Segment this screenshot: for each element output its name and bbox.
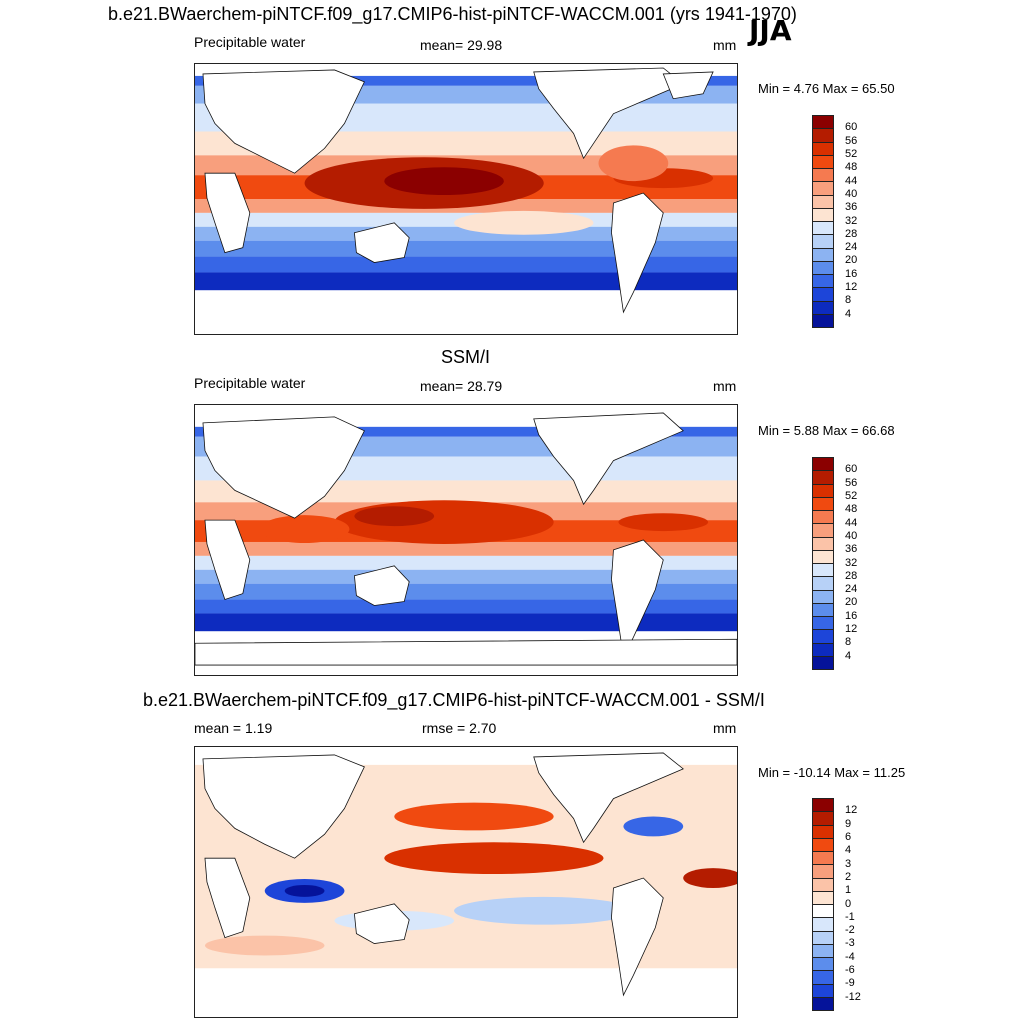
panel-2-minmax: Min = 5.88 Max = 66.68 xyxy=(758,423,895,438)
colorbar-tick-label: 40 xyxy=(845,529,858,542)
colorbar-tick-label: 8 xyxy=(845,294,852,307)
colorbar-tick-label: 4 xyxy=(845,307,852,320)
colorbar-tick-label: -6 xyxy=(845,964,855,977)
panel-3-map-field xyxy=(195,747,737,1017)
colorbar-tick-label: 4 xyxy=(845,649,852,662)
colorbar-tick-label: 12 xyxy=(845,281,858,294)
colorbar-tick-label: 40 xyxy=(845,187,858,200)
season-label: JJA xyxy=(749,14,792,47)
panel-3-minmax: Min = -10.14 Max = 11.25 xyxy=(758,765,906,780)
colorbar-tick-label: -2 xyxy=(845,924,855,937)
panel-1-minmax: Min = 4.76 Max = 65.50 xyxy=(758,81,895,96)
colorbar-tick-label: 52 xyxy=(845,489,858,502)
colorbar-tick-label: -4 xyxy=(845,950,855,963)
colorbar-tick-label: 36 xyxy=(845,201,858,214)
panel-2-mean-label: mean= 28.79 xyxy=(420,378,503,394)
colorbar-tick-label: 60 xyxy=(845,463,858,476)
colorbar-tick-label: 36 xyxy=(845,543,858,556)
colorbar-tick-label: 9 xyxy=(845,817,852,830)
colorbar-tick-label: 1 xyxy=(845,884,852,897)
colorbar-tick-label: 3 xyxy=(845,857,852,870)
panel-1-units: mm xyxy=(713,37,737,53)
colorbar-tick-label: 28 xyxy=(845,227,858,240)
panel-1-title: b.e21.BWaerchem-piNTCF.f09_g17.CMIP6-his… xyxy=(108,4,797,24)
colorbar-tick-label: 2 xyxy=(845,870,852,883)
panel-1-variable-label: Precipitable water xyxy=(194,34,306,50)
panel-2-colorbar xyxy=(812,457,834,670)
panel-1-map xyxy=(194,63,738,335)
colorbar-tick-label: 12 xyxy=(845,804,858,817)
panel-3-map xyxy=(194,746,738,1018)
colorbar-tick-label: 0 xyxy=(845,897,852,910)
colorbar-tick-label: 48 xyxy=(845,161,858,174)
colorbar-swatch xyxy=(813,116,833,130)
colorbar-tick-label: 60 xyxy=(845,121,858,134)
colorbar-tick-label: 4 xyxy=(845,844,852,857)
panel-3-mean-label: mean = 1.19 xyxy=(194,720,273,736)
colorbar-tick-label: 12 xyxy=(845,623,858,636)
colorbar-tick-label: 56 xyxy=(845,476,858,489)
colorbar-tick-label: -1 xyxy=(845,910,855,923)
colorbar-tick-label: 32 xyxy=(845,556,858,569)
panel-2-units: mm xyxy=(713,378,737,394)
panel-2-map-field xyxy=(195,405,737,675)
colorbar-tick-label: 24 xyxy=(845,583,858,596)
colorbar-tick-label: 20 xyxy=(845,596,858,609)
colorbar-tick-label: 32 xyxy=(845,214,858,227)
panel-1-colorbar xyxy=(812,115,834,328)
panel-3-title: b.e21.BWaerchem-piNTCF.f09_g17.CMIP6-his… xyxy=(143,690,765,710)
panel-2-variable-label: Precipitable water xyxy=(194,375,306,391)
colorbar-tick-label: 16 xyxy=(845,267,858,280)
colorbar-tick-label: 20 xyxy=(845,254,858,267)
panel-2-title: SSM/I xyxy=(441,347,491,367)
panel-3-rmse-label: rmse = 2.70 xyxy=(422,720,497,736)
panel-1-mean-label: mean= 29.98 xyxy=(420,37,503,53)
panel-1-map-field xyxy=(195,64,737,334)
colorbar-tick-label: -12 xyxy=(845,990,861,1003)
panel-3-units: mm xyxy=(713,720,737,736)
colorbar-tick-label: 6 xyxy=(845,830,852,843)
colorbar-tick-label: 56 xyxy=(845,134,858,147)
colorbar-tick-label: 52 xyxy=(845,147,858,160)
colorbar-tick-label: 44 xyxy=(845,516,858,529)
colorbar-tick-label: 8 xyxy=(845,636,852,649)
colorbar-tick-label: -9 xyxy=(845,977,855,990)
panel-2-map xyxy=(194,404,738,676)
colorbar-tick-label: -3 xyxy=(845,937,855,950)
panel-3-colorbar xyxy=(812,798,834,1011)
colorbar-tick-label: 48 xyxy=(845,503,858,516)
colorbar-tick-label: 16 xyxy=(845,609,858,622)
colorbar-tick-label: 24 xyxy=(845,241,858,254)
colorbar-tick-label: 28 xyxy=(845,569,858,582)
colorbar-tick-label: 44 xyxy=(845,174,858,187)
